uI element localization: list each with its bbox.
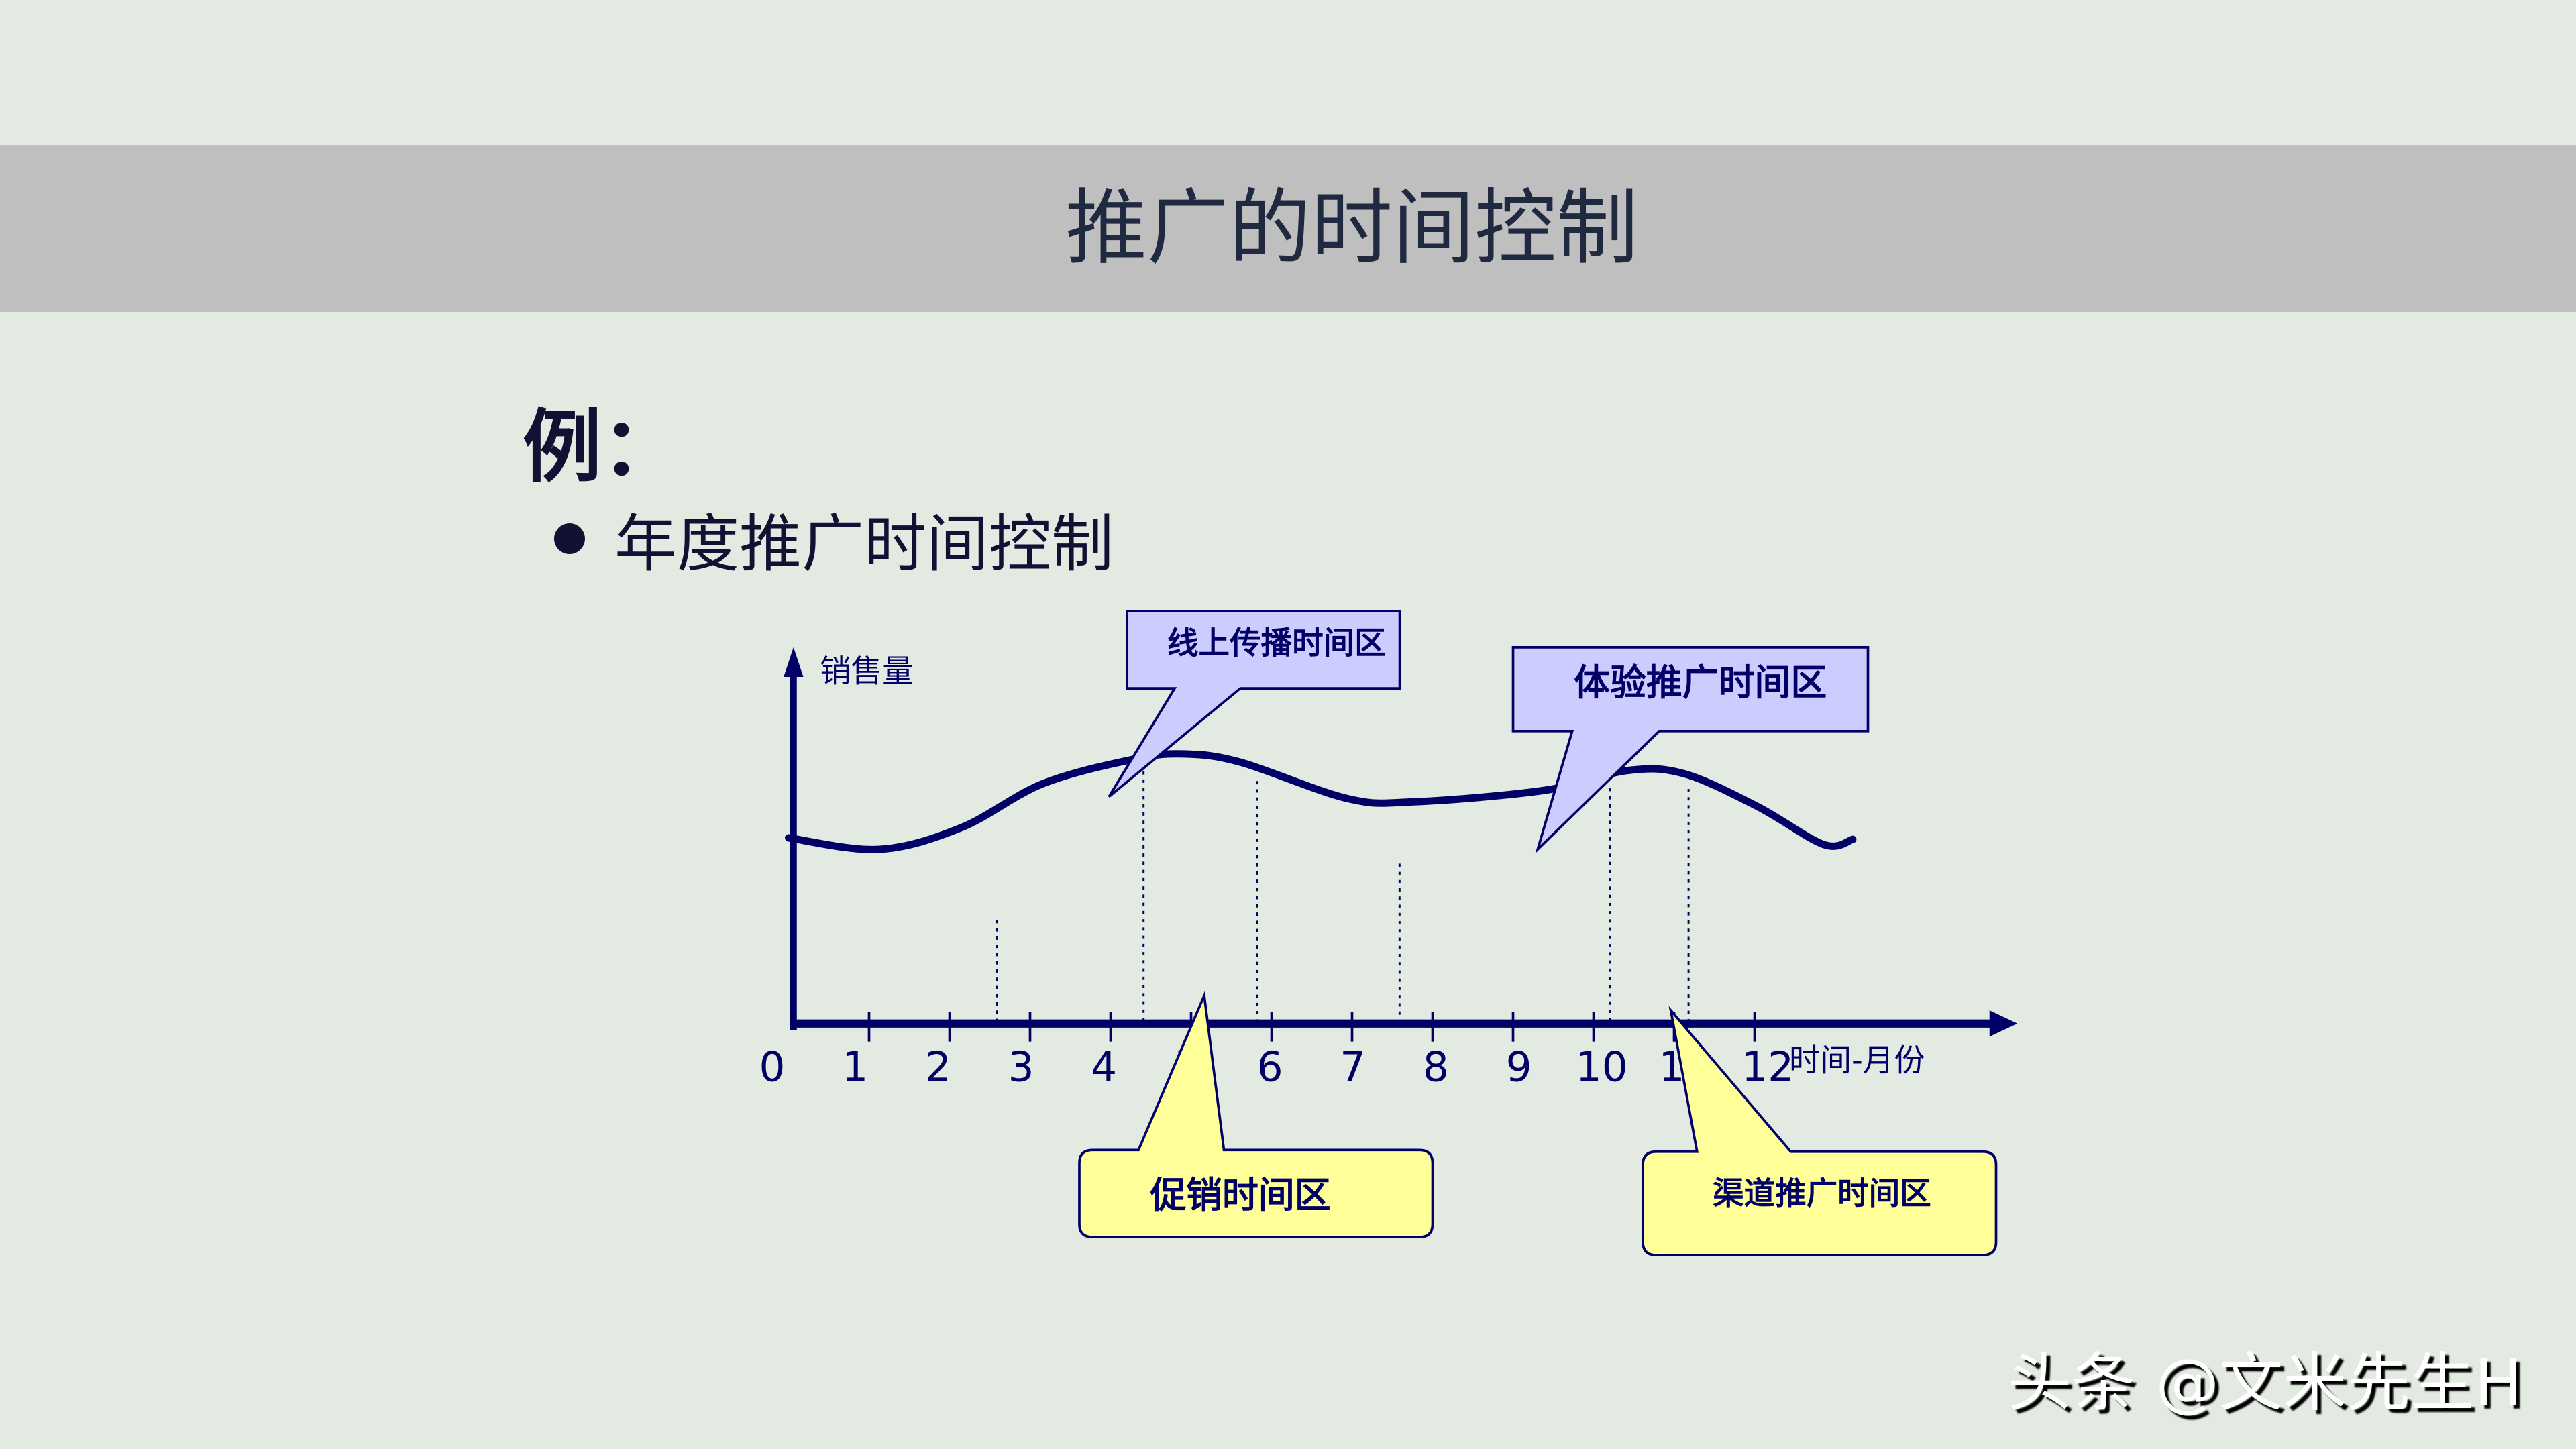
x-tick-label: 12 <box>1741 1043 1794 1091</box>
callout-channel: 渠道推广时间区 <box>1642 1006 1998 1256</box>
title-band <box>0 145 2576 312</box>
x-tick-label: 0 <box>759 1043 786 1091</box>
bullet-text: 年度推广时间控制 <box>614 508 1114 580</box>
callout-text: 线上传播时间区 <box>1167 625 1386 661</box>
x-axis-label: 时间-月份 <box>1789 1042 1925 1079</box>
x-tick-label: 7 <box>1340 1043 1366 1091</box>
slide-title: 推广的时间控制 <box>1065 180 1638 276</box>
x-tick-label: 6 <box>1257 1043 1283 1091</box>
x-axis-arrow-icon <box>1989 1010 2018 1037</box>
sales-curve <box>785 750 1857 853</box>
callout-promotion: 促销时间区 <box>1078 991 1434 1238</box>
dotted-markers <box>996 771 1690 1024</box>
y-axis-label: 销售量 <box>820 653 914 689</box>
x-tick-label: 3 <box>1008 1043 1034 1091</box>
x-ticks: 0123456789101112 <box>759 1012 1794 1091</box>
x-tick-label: 1 <box>842 1043 868 1091</box>
bullet-dot-icon <box>554 523 585 554</box>
callout-experience: 体验推广时间区 <box>1511 646 1870 854</box>
x-tick-label: 2 <box>925 1043 951 1091</box>
callout-text: 促销时间区 <box>1149 1174 1330 1216</box>
callout-text: 渠道推广时间区 <box>1713 1175 1931 1212</box>
x-tick-label: 8 <box>1423 1043 1449 1091</box>
callout-online: 线上传播时间区 <box>1108 610 1401 798</box>
bullet-item: 年度推广时间控制 <box>554 493 1114 584</box>
callout-text: 体验推广时间区 <box>1574 661 1827 704</box>
x-tick-label: 10 <box>1576 1043 1628 1091</box>
example-label: 例： <box>523 400 682 493</box>
watermark: 头条 @文米先生H <box>2008 1346 2522 1420</box>
x-tick-label: 4 <box>1091 1043 1117 1091</box>
y-axis-arrow-icon <box>784 647 804 677</box>
x-tick-label: 9 <box>1506 1043 1532 1091</box>
